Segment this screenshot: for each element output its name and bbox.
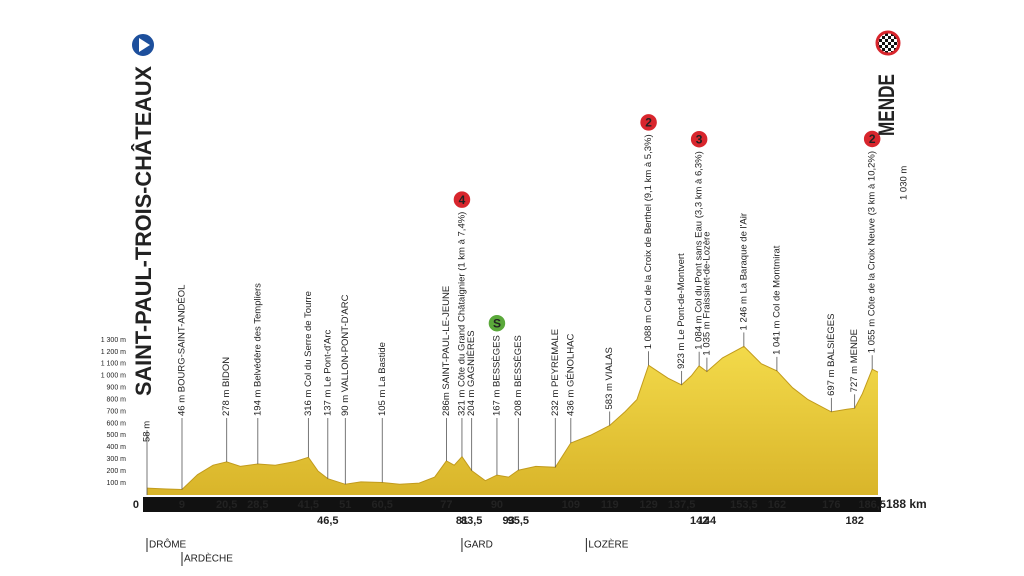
x-tick-label: 144 <box>698 515 717 527</box>
x-tick-label: 46,5 <box>317 515 338 527</box>
waypoint-label: 194 m Belvédère des Templiers <box>252 283 263 416</box>
waypoint-label: 1 246 m La Baraque de l'Air <box>738 213 749 330</box>
climb-badge <box>487 313 507 333</box>
start-icon-arrow <box>139 38 150 52</box>
y-tick-label: 300 m <box>107 456 127 463</box>
waypoint-label: 105 m La Bastide <box>377 342 388 416</box>
x-tick-label: 176 <box>822 499 840 511</box>
x-tick-label: 41,5 <box>298 499 319 511</box>
start-altitude: 58 m <box>142 421 153 442</box>
climb-badge-label: S <box>493 316 501 330</box>
x-tick-label: 81 <box>456 515 468 527</box>
x-tick-label: 188 km <box>886 497 927 511</box>
climb-badge-label: 4 <box>459 193 466 207</box>
km-bar <box>143 497 881 512</box>
x-tick-label: 137,5 <box>668 499 696 511</box>
waypoint-label: 167 m BESSÈGES <box>491 335 502 416</box>
y-tick-label: 600 m <box>107 420 127 427</box>
x-tick-label: 77 <box>440 499 452 511</box>
x-tick-label: 95,5 <box>508 515 529 527</box>
y-tick-label: 1 000 m <box>101 373 126 380</box>
y-tick-label: 400 m <box>107 444 127 451</box>
waypoint-label: 1 084 m Col du Pont sans Eau (3,3 km à 6… <box>694 151 705 350</box>
y-tick-label: 900 m <box>107 385 127 392</box>
x-tick-label: 9 <box>179 499 185 511</box>
waypoint-label: 697 m BALSIÈGES <box>826 314 837 396</box>
finish-icon <box>875 30 901 56</box>
y-tick-label: 100 m <box>107 480 127 487</box>
waypoint-label: 278 m BIDON <box>221 357 232 416</box>
start-name: SAINT-PAUL-TROIS-CHÂTEAUX <box>131 66 156 396</box>
x-tick-label: 83,5 <box>461 515 482 527</box>
y-tick-label: 1 100 m <box>101 361 126 368</box>
waypoint-label: 923 m Le Pont-de-Montvert <box>676 253 687 369</box>
x-tick-label: 28,5 <box>247 499 268 511</box>
x-tick-label: 90 <box>491 499 503 511</box>
x-tick-label: 142 <box>690 515 708 527</box>
climb-badge <box>862 129 882 149</box>
y-tick-label: 700 m <box>107 408 127 415</box>
finish-altitude: 1 030 m <box>899 166 910 200</box>
x-tick-label: 60,5 <box>372 499 393 511</box>
y-tick-label: 1 200 m <box>101 349 126 356</box>
x-tick-label: 119 <box>601 499 619 511</box>
waypoint-label: 316 m Col du Serre de Tourre <box>303 291 314 416</box>
x-tick-label: 51 <box>339 499 351 511</box>
region-label: DRÔME <box>149 538 187 551</box>
waypoint-label: 583 m VIALAS <box>604 347 615 409</box>
x-tick-label: 162 <box>768 499 786 511</box>
climb-badge-label: 2 <box>869 132 876 146</box>
y-tick-label: 800 m <box>107 396 127 403</box>
y-tick-label: 1 300 m <box>101 337 126 344</box>
waypoint-label: 90 m VALLON-PONT-D'ARC <box>340 294 351 416</box>
profile-area <box>147 346 878 495</box>
climb-badge <box>689 129 709 149</box>
region-label: GARD <box>464 540 493 551</box>
waypoint-label: 1 055 m Côte de la Croix Neuve (3 km à 1… <box>867 151 878 353</box>
waypoint-label: 286m SAINT-PAUL-LE-JEUNE <box>441 286 452 416</box>
waypoint-label: 232 m PEYREMALE <box>550 329 561 416</box>
waypoint-label: 46 m BOURG-SAINT-ANDÉOL <box>177 285 188 416</box>
climb-badge <box>452 189 472 210</box>
waypoint-label: 436 m GÉNOLHAC <box>565 334 576 416</box>
waypoint-label: 321 m Côte du Grand Châtaignier (1 km à … <box>456 212 467 416</box>
region-label: ARDÈCHE <box>184 552 233 565</box>
waypoint-label: 1 035 m Fraissinet-de-Lozère <box>701 232 712 356</box>
x-tick-label: 93 <box>502 515 514 527</box>
x-tick-label: 153,5 <box>730 499 758 511</box>
x-tick-label: 0 <box>133 499 139 511</box>
y-tick-label: 200 m <box>107 468 127 475</box>
region-label: LOZÈRE <box>588 538 628 551</box>
x-tick-label: 109 <box>562 499 580 511</box>
climb-badge <box>638 112 659 133</box>
climb-badge-label: 3 <box>696 132 703 146</box>
x-tick-label: 182 <box>845 515 863 527</box>
waypoint-label: 1 041 m Col de Montmirat <box>771 245 782 355</box>
y-tick-label: 500 m <box>107 432 127 439</box>
waypoint-label: 204 m GAGNIÈRES <box>466 330 477 416</box>
waypoint-label: 137 m Le Pont-d'Arc <box>322 329 333 416</box>
waypoint-label: 1 088 m Col de la Croix de Berthel (9,1 … <box>643 134 654 349</box>
x-tick-label: 20,5 <box>216 499 237 511</box>
x-tick-label: 186,5 <box>858 499 886 511</box>
climb-badge-label: 2 <box>645 116 652 130</box>
x-tick-label: 129 <box>639 499 657 511</box>
waypoint-label: 208 m BESSÈGES <box>513 335 524 416</box>
waypoint-label: 727 m MENDE <box>849 329 860 392</box>
finish-name: MENDE <box>874 74 899 136</box>
profile-outline <box>146 345 879 491</box>
